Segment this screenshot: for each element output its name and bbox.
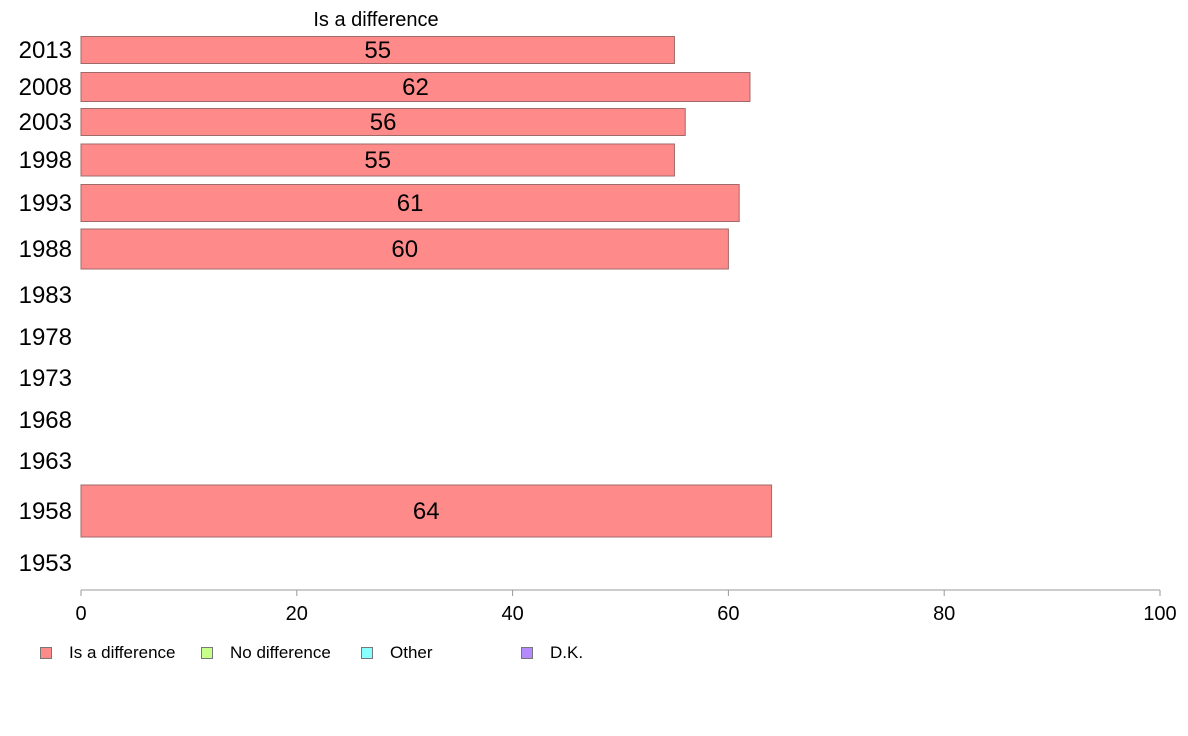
y-tick-label-2003: 2003 xyxy=(19,109,72,136)
bar-1988 xyxy=(80,228,729,270)
x-tick-label-20: 20 xyxy=(286,603,308,625)
legend-swatch-icon xyxy=(201,647,213,659)
legend-swatch-icon xyxy=(40,647,52,659)
legend-swatch-icon xyxy=(361,647,373,659)
legend-item-other: Other xyxy=(361,643,433,663)
legend-label: D.K. xyxy=(550,643,584,662)
data-label-2013: 55 xyxy=(364,37,391,64)
bar-2008 xyxy=(80,72,751,102)
y-tick-label-1963: 1963 xyxy=(19,448,72,475)
x-tick-label-80: 80 xyxy=(933,603,955,625)
data-label-1993: 61 xyxy=(397,190,424,217)
x-axis: 0 20 40 60 80 100 xyxy=(75,589,1177,625)
legend-label: Other xyxy=(390,643,433,662)
legend-swatch-icon xyxy=(521,647,533,659)
x-tick-label-60: 60 xyxy=(717,603,739,625)
chart-title: Is a difference xyxy=(313,9,438,31)
y-tick-label-1973: 1973 xyxy=(19,365,72,392)
data-label-2003: 56 xyxy=(370,109,397,136)
y-tick-label-1978: 1978 xyxy=(19,324,72,351)
legend-label: Is a difference xyxy=(69,643,176,662)
y-tick-label-1988: 1988 xyxy=(19,236,72,263)
bar-2003 xyxy=(80,108,686,136)
data-label-1958: 64 xyxy=(413,498,440,525)
bar-1993 xyxy=(80,184,740,222)
legend-label: No difference xyxy=(230,643,331,662)
bar-1998 xyxy=(80,143,675,177)
y-tick-label-1998: 1998 xyxy=(19,147,72,174)
legend-item-is-a-difference: Is a difference xyxy=(40,643,175,663)
y-tick-label-1968: 1968 xyxy=(19,407,72,434)
data-label-1988: 60 xyxy=(391,236,418,263)
bar-2013 xyxy=(80,36,675,64)
legend-item-no-difference: No difference xyxy=(201,643,331,663)
y-tick-label-1953: 1953 xyxy=(19,550,72,577)
x-tick-label-100: 100 xyxy=(1143,603,1176,625)
y-tick-label-2013: 2013 xyxy=(19,37,72,64)
y-tick-label-1983: 1983 xyxy=(19,282,72,309)
data-label-1998: 55 xyxy=(364,147,391,174)
y-tick-label-1958: 1958 xyxy=(19,498,72,525)
y-tick-label-2008: 2008 xyxy=(19,74,72,101)
x-tick-label-0: 0 xyxy=(75,603,86,625)
data-label-2008: 62 xyxy=(402,74,429,101)
x-tick-label-40: 40 xyxy=(501,603,523,625)
bar-1958 xyxy=(80,484,773,538)
y-tick-label-1993: 1993 xyxy=(19,190,72,217)
legend-item-dk: D.K. xyxy=(521,643,583,663)
y-axis-labels: 2013 2008 2003 1998 1993 1988 1983 1978 1973 1968… xyxy=(19,37,72,577)
